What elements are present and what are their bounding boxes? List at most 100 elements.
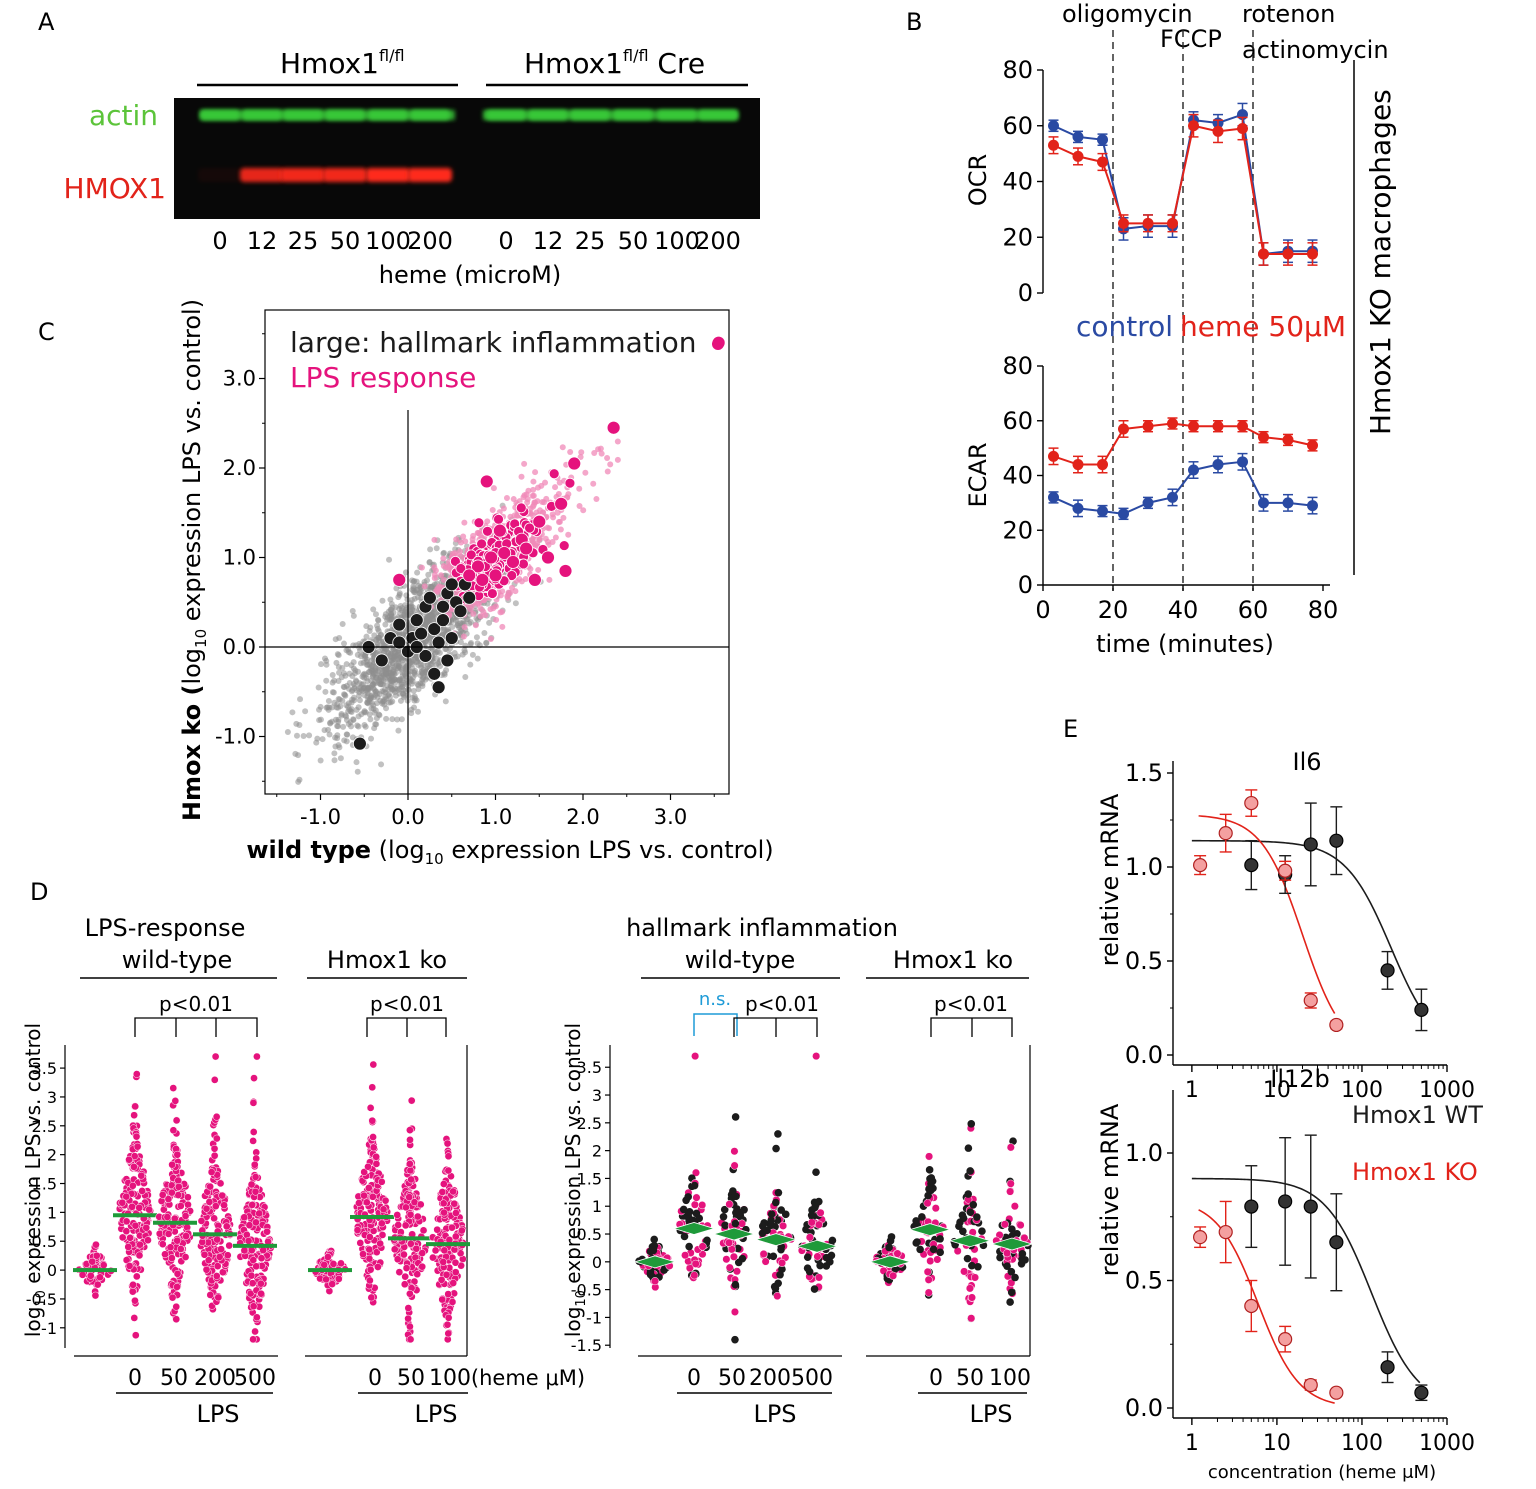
y-tick-label: -1.5 [571,1336,602,1355]
gene-point [357,660,364,667]
y-tick-label: 1.0 [223,546,256,570]
gene-point [467,661,474,668]
lps-point [893,1249,902,1258]
gene-point [372,707,379,714]
lps-point [377,1177,386,1186]
lps-point [164,1230,173,1238]
legend-ko: Hmox1 KO [1352,1158,1478,1186]
lps-point [732,1267,742,1276]
inflammation-point [925,1185,933,1193]
lps-large-point [506,555,520,569]
ko-point [1193,1230,1208,1245]
d-right-title2: wild-type [685,946,795,974]
il6-title: Il6 [1292,748,1321,776]
gene-point [469,651,476,658]
inflammation-point [769,1252,778,1261]
gene-point [415,708,422,715]
inflammation-point [966,1167,974,1175]
hallmark-point [374,653,389,668]
gene-point-lps [552,534,559,541]
lps-point [210,1144,219,1153]
data-point [1142,217,1154,229]
gene-point [419,670,426,677]
gene-point-lps [556,518,563,525]
lps-point [779,1221,788,1230]
treatment-rotenon: rotenon [1242,0,1335,28]
inflammation-point [781,1210,790,1219]
y-tick-label: -0.5 [26,1290,57,1309]
legend-wt: Hmox1 WT [1352,1101,1483,1129]
lane-label: 0 [212,227,227,255]
gene-point-lps [580,507,587,514]
gene-point-lps [550,514,557,521]
gene-point [383,715,390,722]
lps-point [402,1203,410,1212]
gene-point-lps [469,536,476,543]
e-xlabel: concentration (heme μM) [1208,1462,1436,1483]
data-point [1097,459,1108,471]
gene-point [474,655,481,662]
gene-point-lps [536,536,543,543]
y-tick-label: 0.5 [1125,1267,1163,1295]
lps-point [202,1265,211,1274]
y-tick-label: 1 [47,1203,57,1222]
lps-point [132,1272,141,1281]
lps-point [438,1295,447,1304]
y-tick-label: 3.0 [223,367,256,391]
lps-gene-point [486,588,498,599]
b-xlabel: time (minutes) [1096,630,1274,658]
lps-point [378,1231,387,1239]
gene-point-lps [532,469,539,476]
svg-text:100: 100 [989,1366,1031,1391]
gene-point [369,682,376,689]
lps-point [137,1171,146,1180]
gene-point [341,684,348,691]
gene-point [379,597,386,604]
lps-point [86,1271,95,1280]
lps-point [214,1293,223,1302]
gene-point [410,687,417,694]
gene-point [376,712,383,719]
lps-point [681,1251,690,1260]
lps-point [135,1203,144,1212]
lps-point [448,1223,456,1232]
gene-point [375,617,382,624]
lps-point [814,1273,824,1282]
gene-point [512,600,519,607]
y-tick-label: 80 [1002,56,1033,84]
lps-point [812,1052,821,1061]
lps-point [240,1246,249,1255]
gene-point [323,661,330,668]
gene-point [351,694,358,701]
lps-gene-point [506,570,518,581]
inflammation-point [996,1253,1004,1262]
inflammation-point [733,1244,742,1253]
pval-4: p<0.01 [934,992,1008,1016]
gene-point [329,671,336,678]
gene-point [343,702,350,709]
x-tick-label: 2.0 [566,805,599,829]
lps-point [400,1250,408,1259]
gene-point [319,736,326,743]
svg-text:100: 100 [429,1366,471,1391]
gene-point [419,676,426,683]
hallmark-point [427,666,442,681]
gene-point [339,621,346,628]
inflammation-point [1003,1262,1011,1270]
pval-1: p<0.01 [159,992,233,1016]
lps-point [451,1258,460,1267]
gene-point [441,671,448,678]
lps-point [379,1205,388,1214]
gene-point [425,571,432,578]
median-bar [426,1242,470,1247]
y-tick-label: 0.0 [1125,1394,1163,1422]
lps-large-point [519,541,534,556]
lps-point [92,1240,100,1249]
gene-point [486,619,493,626]
gene-point-lps [431,575,438,582]
gene-point [387,652,394,659]
gene-point-lps [524,499,531,506]
lps-point [200,1250,209,1259]
gene-point [421,578,428,585]
lps-point [773,1291,782,1301]
